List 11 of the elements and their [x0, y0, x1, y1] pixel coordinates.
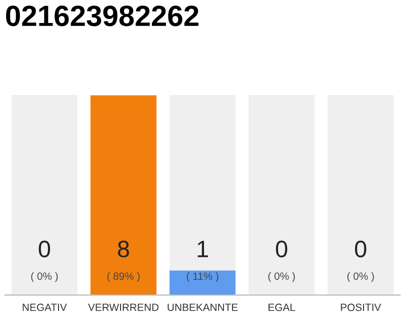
x-tick-label: EGAL — [268, 304, 296, 312]
data-label: 0 ( 0% ) — [31, 240, 58, 282]
data-label: 0 ( 0% ) — [268, 240, 295, 282]
x-tick-label: UNBEKANNTE — [168, 304, 238, 312]
x-tick-label: POSITIV — [340, 304, 382, 312]
x-tick-label: VERWIRREND — [88, 304, 158, 311]
data-label: 0 ( 0% ) — [347, 240, 374, 282]
chart-title: 021623982262 — [6, 6, 198, 26]
x-tick-label: NEGATIV — [22, 304, 67, 312]
data-label: 1 ( 11% ) — [186, 240, 218, 282]
data-label: 8 ( 89% ) — [107, 240, 140, 282]
